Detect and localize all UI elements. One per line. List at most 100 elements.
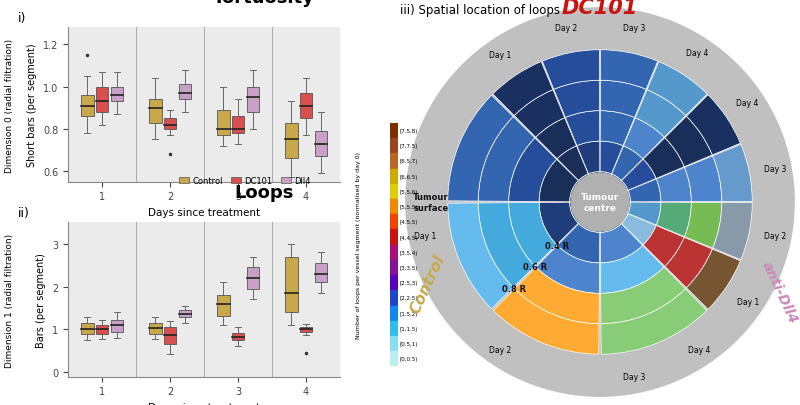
Text: 0.4 R: 0.4 R bbox=[545, 241, 569, 250]
Bar bbox=[448, 96, 514, 202]
Bar bbox=[390, 184, 398, 200]
Text: Day 3: Day 3 bbox=[764, 164, 786, 173]
Bar bbox=[570, 181, 600, 202]
Bar bbox=[686, 249, 741, 309]
Bar bbox=[217, 295, 230, 316]
Legend: Control, DC101, Dll4: Control, DC101, Dll4 bbox=[175, 173, 314, 189]
Bar bbox=[299, 328, 313, 332]
Bar bbox=[178, 310, 191, 318]
Bar bbox=[390, 245, 398, 260]
Bar bbox=[623, 118, 664, 160]
Text: Day 4: Day 4 bbox=[737, 99, 759, 108]
Bar bbox=[557, 147, 588, 181]
Bar bbox=[686, 96, 741, 156]
Text: Day 2: Day 2 bbox=[555, 23, 577, 32]
Text: Day 1: Day 1 bbox=[414, 232, 436, 241]
Text: [6.5,7): [6.5,7) bbox=[400, 159, 418, 164]
Bar bbox=[536, 118, 577, 160]
Bar bbox=[577, 142, 600, 175]
Bar bbox=[246, 87, 259, 113]
Bar bbox=[600, 175, 622, 202]
Bar bbox=[635, 90, 686, 138]
Text: Day 4: Day 4 bbox=[689, 345, 710, 354]
Bar bbox=[314, 132, 327, 157]
Text: [7,7.5): [7,7.5) bbox=[400, 144, 418, 149]
Bar bbox=[665, 238, 712, 288]
Text: Day 1: Day 1 bbox=[737, 297, 759, 306]
Bar bbox=[589, 172, 600, 202]
Text: [1.5,2): [1.5,2) bbox=[400, 311, 418, 316]
Bar bbox=[539, 203, 578, 245]
Bar bbox=[390, 321, 398, 336]
Bar bbox=[665, 117, 712, 167]
Text: Day 2: Day 2 bbox=[490, 345, 511, 354]
Bar bbox=[685, 203, 722, 249]
Bar bbox=[600, 181, 628, 202]
Text: [2,2.5): [2,2.5) bbox=[400, 296, 418, 301]
Bar bbox=[600, 142, 623, 175]
Text: Dimension 1 (radial filtration): Dimension 1 (radial filtration) bbox=[5, 233, 14, 367]
Bar bbox=[514, 90, 565, 138]
Bar bbox=[601, 51, 658, 90]
Bar bbox=[600, 202, 622, 233]
Bar bbox=[656, 168, 691, 202]
Text: [0.5,1): [0.5,1) bbox=[400, 341, 418, 346]
Bar bbox=[600, 172, 611, 202]
Bar bbox=[601, 246, 664, 294]
Bar bbox=[231, 117, 245, 134]
Bar bbox=[390, 306, 398, 321]
Text: [4.5,5): [4.5,5) bbox=[400, 220, 418, 225]
Text: Dimension 0 (radial filtration): Dimension 0 (radial filtration) bbox=[5, 38, 14, 172]
Bar bbox=[647, 62, 707, 116]
Bar bbox=[110, 87, 123, 102]
Bar bbox=[390, 275, 398, 291]
Bar bbox=[285, 123, 298, 159]
Bar bbox=[95, 325, 109, 334]
Bar bbox=[448, 203, 514, 309]
Text: [7.5,8): [7.5,8) bbox=[400, 129, 418, 134]
Bar bbox=[656, 203, 691, 237]
Bar bbox=[390, 230, 398, 245]
Bar bbox=[390, 200, 398, 215]
Bar bbox=[390, 169, 398, 184]
Bar bbox=[149, 100, 162, 123]
Polygon shape bbox=[571, 174, 629, 231]
Bar bbox=[493, 289, 599, 354]
Bar bbox=[600, 191, 630, 202]
Text: Tumour
surface: Tumour surface bbox=[413, 193, 449, 212]
Text: Day 3: Day 3 bbox=[623, 373, 645, 382]
Bar bbox=[612, 147, 643, 181]
Bar bbox=[390, 139, 398, 154]
Bar bbox=[601, 289, 707, 354]
Bar bbox=[81, 96, 94, 117]
Bar bbox=[390, 291, 398, 306]
Text: ii): ii) bbox=[18, 207, 30, 220]
Bar bbox=[600, 202, 630, 214]
Bar bbox=[390, 124, 398, 139]
Text: 0.8 R: 0.8 R bbox=[502, 284, 526, 293]
Text: [6,6.5): [6,6.5) bbox=[400, 174, 418, 179]
Bar bbox=[600, 202, 628, 224]
Text: Day 1: Day 1 bbox=[490, 51, 511, 60]
Bar bbox=[600, 224, 642, 263]
Bar bbox=[509, 139, 557, 202]
Bar bbox=[95, 87, 109, 113]
Text: 0.6 R: 0.6 R bbox=[523, 262, 547, 271]
Text: Day 4: Day 4 bbox=[686, 49, 708, 58]
Bar bbox=[285, 257, 298, 313]
Bar bbox=[493, 62, 553, 116]
Bar bbox=[390, 260, 398, 275]
Bar bbox=[149, 323, 162, 334]
Bar bbox=[390, 351, 398, 367]
Text: Tumour
centre: Tumour centre bbox=[581, 193, 619, 212]
Bar bbox=[217, 111, 230, 136]
Bar bbox=[478, 203, 535, 288]
Bar bbox=[314, 263, 327, 283]
Bar bbox=[81, 323, 94, 334]
Bar bbox=[713, 203, 752, 260]
Text: [3.5,4): [3.5,4) bbox=[400, 250, 418, 255]
Bar bbox=[570, 202, 600, 224]
X-axis label: Days since treatment: Days since treatment bbox=[148, 402, 260, 405]
Bar bbox=[685, 156, 722, 202]
Text: [0,0.5): [0,0.5) bbox=[400, 356, 418, 361]
